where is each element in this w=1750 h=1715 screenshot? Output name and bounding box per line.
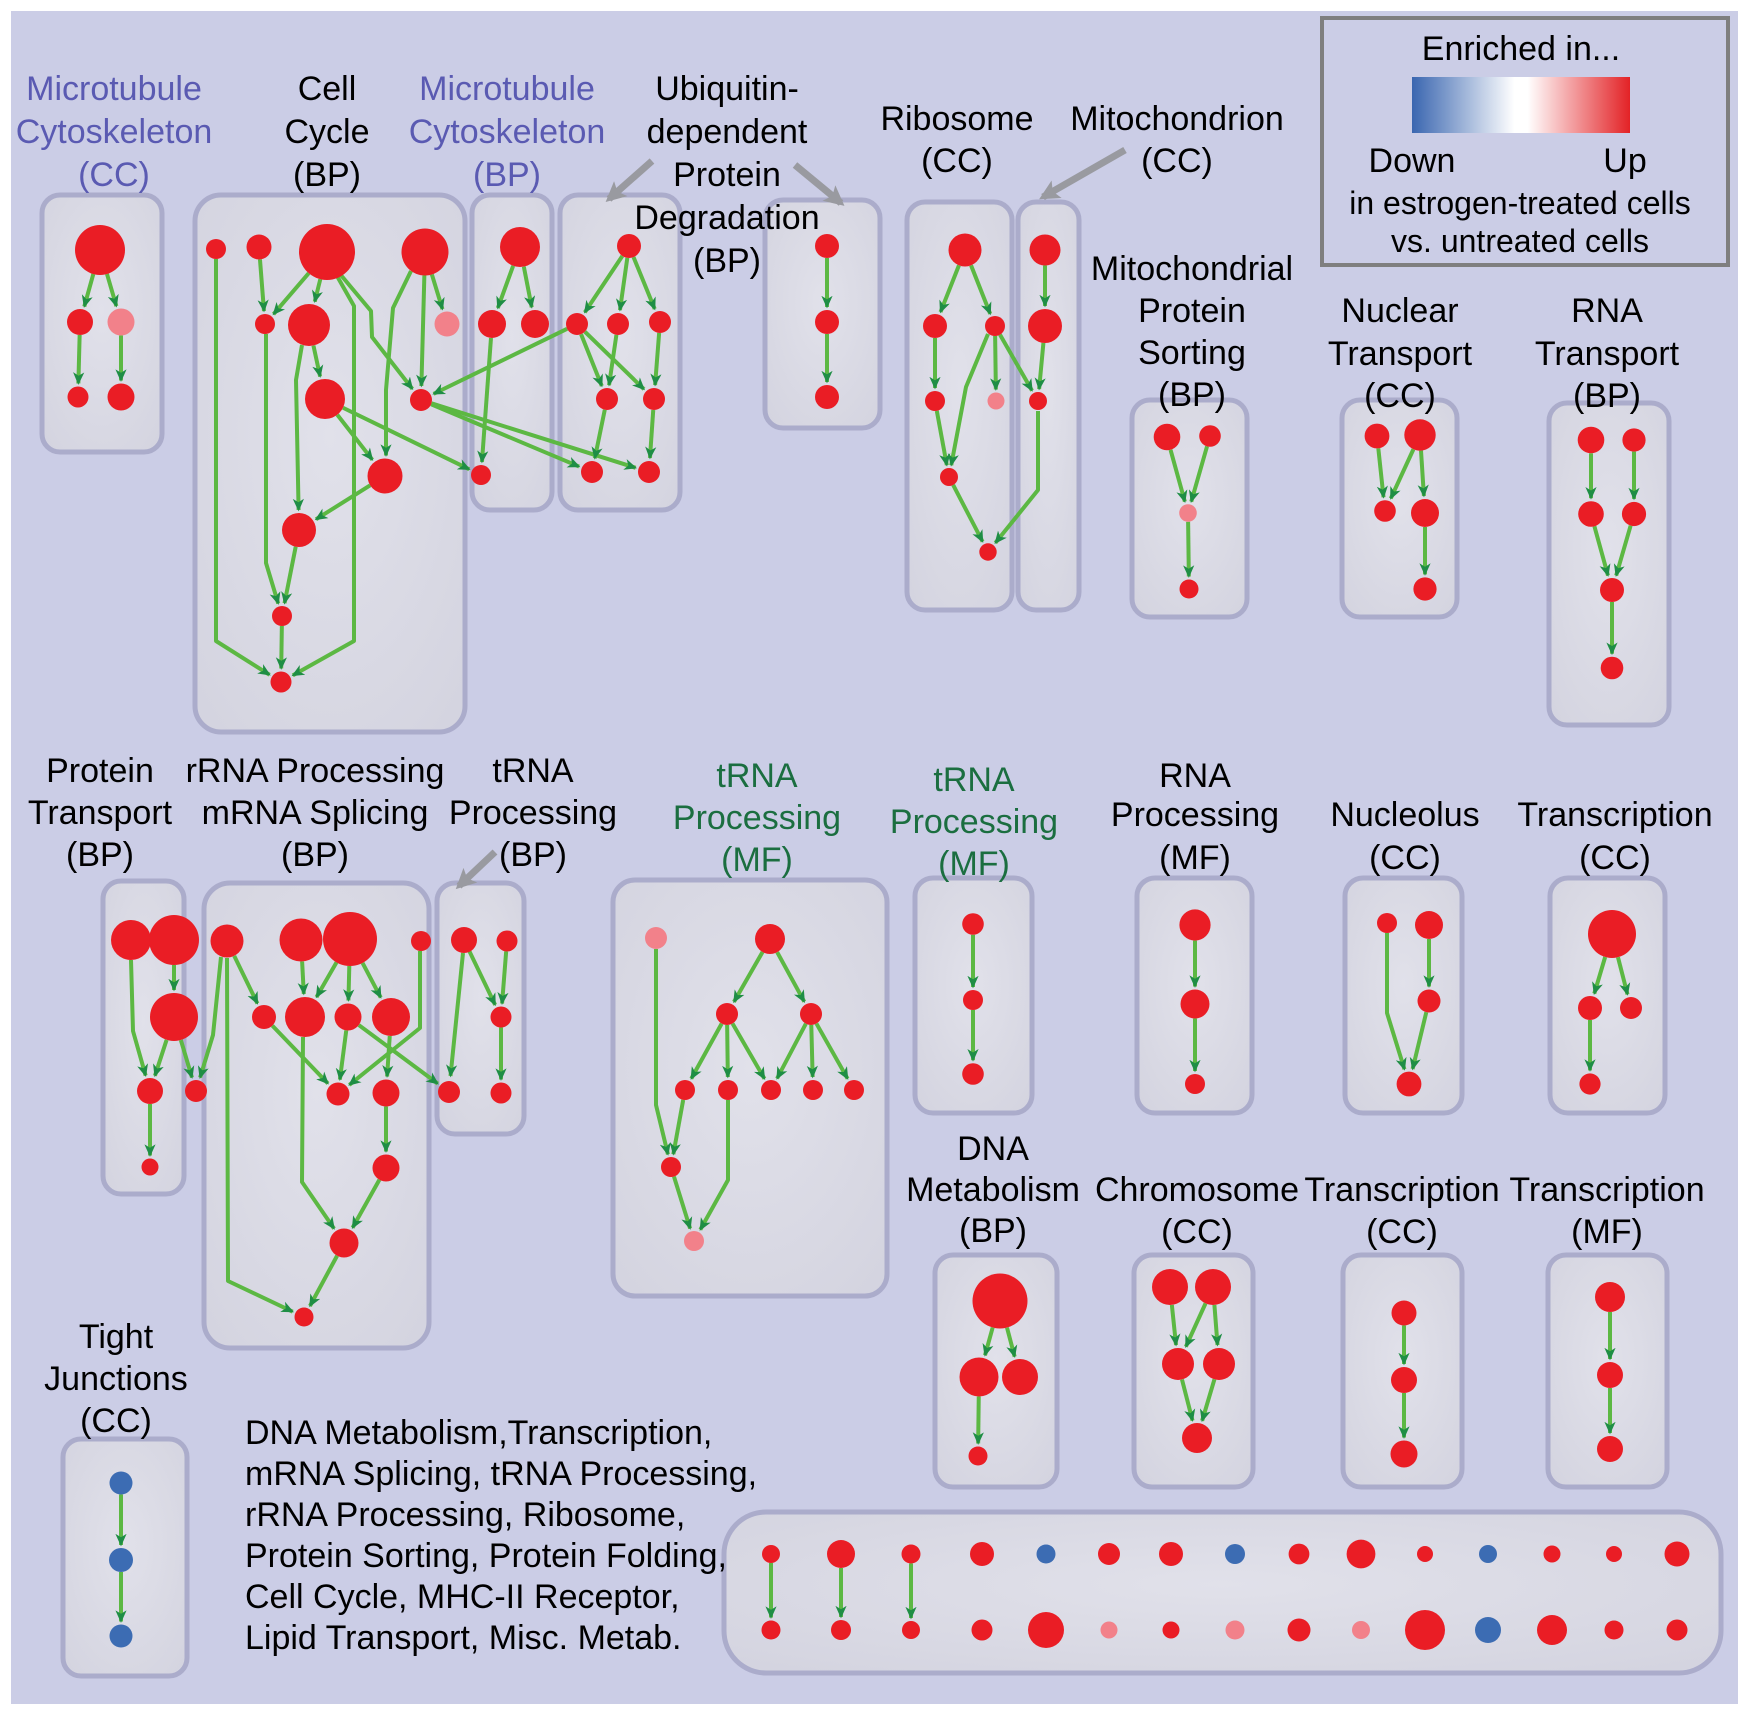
svg-text:Processing: Processing (449, 794, 617, 832)
svg-text:(CC): (CC) (78, 156, 150, 194)
svg-text:Metabolism: Metabolism (906, 1171, 1080, 1209)
svg-text:Protein: Protein (1138, 292, 1246, 330)
svg-text:RNA: RNA (1159, 757, 1231, 795)
svg-text:dependent: dependent (647, 113, 808, 151)
svg-text:tRNA: tRNA (716, 757, 798, 795)
svg-text:Junctions: Junctions (44, 1360, 188, 1398)
svg-text:(MF): (MF) (721, 841, 793, 879)
svg-text:(CC): (CC) (1579, 839, 1651, 877)
svg-text:Chromosome: Chromosome (1095, 1171, 1299, 1209)
svg-text:rRNA Processing, Ribosome,: rRNA Processing, Ribosome, (245, 1496, 685, 1534)
svg-text:Protein: Protein (46, 752, 154, 790)
svg-text:RNA: RNA (1571, 292, 1643, 330)
svg-text:Transport: Transport (28, 794, 173, 832)
svg-text:Transcription: Transcription (1304, 1171, 1499, 1209)
svg-text:Ribosome: Ribosome (880, 100, 1033, 138)
svg-text:DNA: DNA (957, 1130, 1029, 1168)
svg-text:Transcription: Transcription (1509, 1171, 1704, 1209)
svg-text:Transport: Transport (1535, 335, 1680, 373)
svg-text:Mitochondrion: Mitochondrion (1070, 100, 1284, 138)
svg-text:(BP): (BP) (293, 156, 361, 194)
svg-text:(BP): (BP) (499, 836, 567, 874)
svg-text:Sorting: Sorting (1138, 334, 1246, 372)
svg-text:Protein Sorting, Protein Foldi: Protein Sorting, Protein Folding, (245, 1537, 727, 1575)
svg-text:tRNA: tRNA (933, 761, 1015, 799)
svg-text:Nucleolus: Nucleolus (1330, 796, 1479, 834)
svg-text:mRNA Splicing: mRNA Splicing (202, 794, 429, 832)
svg-text:(BP): (BP) (473, 156, 541, 194)
svg-text:Cell: Cell (298, 70, 357, 108)
svg-text:Processing: Processing (890, 803, 1058, 841)
svg-text:DNA Metabolism,Transcription,: DNA Metabolism,Transcription, (245, 1414, 712, 1452)
svg-text:Ubiquitin-: Ubiquitin- (655, 70, 799, 108)
svg-text:Transport: Transport (1328, 335, 1473, 373)
svg-text:(BP): (BP) (959, 1212, 1027, 1250)
svg-text:Transcription: Transcription (1517, 796, 1712, 834)
svg-text:Processing: Processing (673, 799, 841, 837)
svg-text:(MF): (MF) (1159, 839, 1231, 877)
svg-text:in estrogen-treated cells: in estrogen-treated cells (1349, 185, 1691, 221)
svg-text:(BP): (BP) (281, 836, 349, 874)
svg-text:(MF): (MF) (938, 845, 1010, 883)
svg-text:(BP): (BP) (1158, 376, 1226, 414)
svg-text:Up: Up (1603, 142, 1646, 180)
svg-text:(CC): (CC) (1161, 1213, 1233, 1251)
svg-text:Microtubule: Microtubule (419, 70, 595, 108)
svg-text:(CC): (CC) (1369, 839, 1441, 877)
svg-text:Microtubule: Microtubule (26, 70, 202, 108)
svg-text:Mitochondrial: Mitochondrial (1091, 250, 1293, 288)
svg-text:(CC): (CC) (921, 142, 993, 180)
svg-text:Tight: Tight (79, 1318, 154, 1356)
svg-text:Cytoskeleton: Cytoskeleton (16, 113, 213, 151)
svg-text:Cycle: Cycle (284, 113, 369, 151)
svg-text:Degradation: Degradation (634, 199, 819, 237)
svg-text:(CC): (CC) (80, 1402, 152, 1440)
svg-text:Nuclear: Nuclear (1341, 292, 1458, 330)
svg-text:(MF): (MF) (1571, 1213, 1643, 1251)
svg-text:vs. untreated cells: vs. untreated cells (1391, 223, 1649, 259)
svg-text:tRNA: tRNA (492, 752, 574, 790)
svg-text:(CC): (CC) (1366, 1213, 1438, 1251)
svg-text:(CC): (CC) (1141, 142, 1213, 180)
svg-text:Enriched in...: Enriched in... (1422, 30, 1620, 68)
svg-text:Cell Cycle, MHC-II Receptor,: Cell Cycle, MHC-II Receptor, (245, 1578, 680, 1616)
svg-text:rRNA Processing: rRNA Processing (186, 752, 445, 790)
svg-text:Lipid Transport, Misc. Metab.: Lipid Transport, Misc. Metab. (245, 1619, 682, 1657)
svg-text:Cytoskeleton: Cytoskeleton (409, 113, 606, 151)
svg-text:Down: Down (1369, 142, 1456, 180)
svg-text:(BP): (BP) (693, 242, 761, 280)
svg-text:(BP): (BP) (1573, 377, 1641, 415)
svg-text:(CC): (CC) (1364, 377, 1436, 415)
svg-text:Protein: Protein (673, 156, 781, 194)
svg-text:(BP): (BP) (66, 836, 134, 874)
svg-text:mRNA Splicing, tRNA Processing: mRNA Splicing, tRNA Processing, (245, 1455, 757, 1493)
svg-text:Processing: Processing (1111, 796, 1279, 834)
